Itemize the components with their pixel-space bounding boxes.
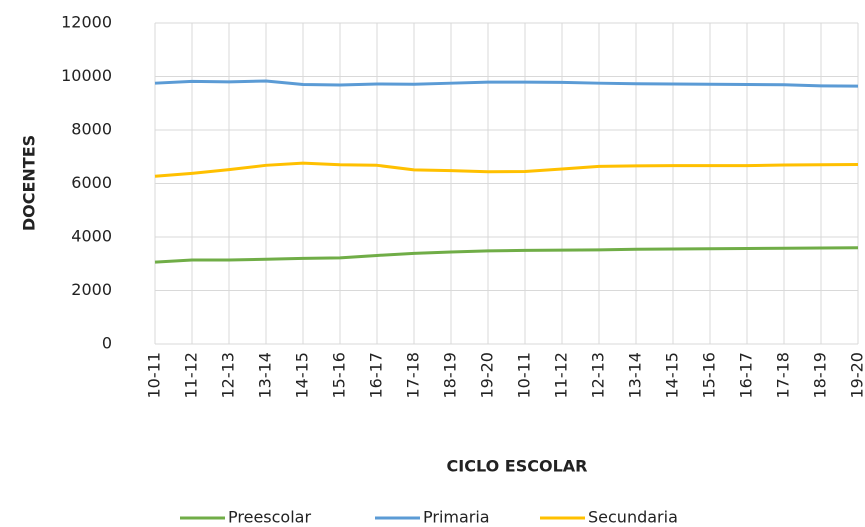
x-tick-label: 12-13	[219, 352, 238, 399]
x-tick-label: 10-11	[515, 352, 534, 399]
y-tick-label: 8000	[71, 120, 112, 139]
y-tick-label: 0	[102, 334, 112, 353]
x-tick-label: 11-12	[552, 352, 571, 399]
x-tick-label: 14-15	[663, 352, 682, 399]
x-tick-label: 19-20	[848, 352, 865, 399]
x-tick-label: 10-11	[145, 352, 164, 399]
legend-label: Secundaria	[588, 508, 678, 527]
x-tick-label: 13-14	[626, 352, 645, 399]
y-tick-label: 10000	[61, 66, 112, 85]
x-tick-label: 15-16	[700, 352, 719, 399]
x-tick-label: 18-19	[811, 352, 830, 399]
x-tick-label: 15-16	[330, 352, 349, 399]
line-series	[154, 161, 859, 178]
x-tick-label: 17-18	[404, 352, 423, 399]
line-series	[154, 246, 859, 264]
y-tick-label: 12000	[61, 13, 112, 32]
y-axis-title: DOCENTES	[20, 135, 39, 231]
x-tick-label: 12-13	[589, 352, 608, 399]
x-tick-label: 17-18	[774, 352, 793, 399]
x-tick-label: 16-17	[737, 352, 756, 399]
line-series	[154, 79, 859, 88]
y-tick-label: 6000	[71, 173, 112, 192]
x-tick-label: 14-15	[293, 352, 312, 399]
x-tick-label: 18-19	[441, 352, 460, 399]
legend-label: Primaria	[423, 508, 490, 527]
x-tick-label: 19-20	[478, 352, 497, 399]
x-tick-label: 11-12	[182, 352, 201, 399]
legend-label: Preescolar	[228, 508, 311, 527]
x-axis-title: CICLO ESCOLAR	[447, 457, 588, 476]
x-tick-label: 13-14	[256, 352, 275, 399]
x-tick-label: 16-17	[367, 352, 386, 399]
y-tick-label: 2000	[71, 280, 112, 299]
y-tick-label: 4000	[71, 227, 112, 246]
